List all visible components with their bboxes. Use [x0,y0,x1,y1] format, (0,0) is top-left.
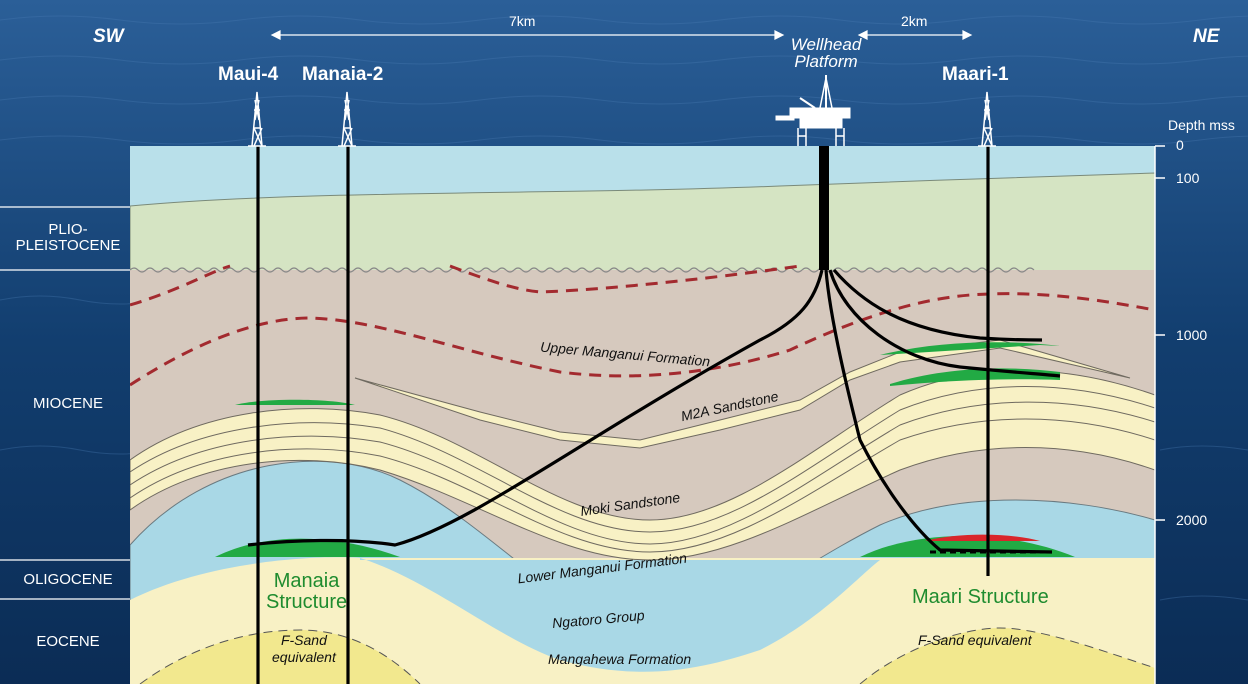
moki-sandstone-band [130,370,1155,561]
mangahewa-shape [360,558,880,672]
unconformity [130,267,1035,273]
derrick-manaia-2 [338,91,356,147]
distance-7km-label: 7km [509,13,536,29]
depth-tick-0: 0 [1176,137,1184,153]
distance-2km-label: 2km [901,13,928,29]
manaia-structure-label: Manaia Structure [266,571,347,613]
upper-green-zone [880,342,1060,355]
f-sand-left-line1: F-Sand [280,632,327,648]
f-sand-left [140,630,420,684]
wave-texture [0,15,1248,601]
m2a-cap-manaia [235,399,355,405]
platform-label-line1: Wellhead [790,35,862,54]
dashed-markers [130,264,1155,387]
f-sand-right-label: F-Sand equivalent [918,632,1032,648]
direction-ne-label: NE [1193,26,1220,47]
geologic-section [130,146,1155,684]
well-maari-1-label: Maari-1 [942,64,1009,85]
depth-tick-1000: 1000 [1176,327,1208,343]
epoch-oligocene: OLIGOCENE [23,571,113,588]
epoch-plio-line2: PLEISTOCENE [15,237,121,254]
direction-sw-label: SW [93,26,124,47]
well-manaia-2-label: Manaia-2 [302,64,384,85]
epoch-miocene: MIOCENE [32,395,103,412]
f-sand-boundaries [139,627,1155,684]
epoch-plio-line1: PLIO- [48,221,88,238]
wellhead-platform-icon [775,75,851,146]
epoch-eocene: EOCENE [36,633,100,650]
depth-axis [1154,145,1165,684]
maari-structure-label: Maari Structure [912,586,1049,608]
platform-label-line2: Platform [794,52,858,71]
f-sand-left-line2: equivalent [272,649,336,665]
distance-arrows [270,30,973,40]
section-frame [0,206,130,600]
depth-tick-2000: 2000 [1176,512,1208,528]
manaia-structure-line2: Structure [266,591,348,613]
mangahewa-label: Mangahewa Formation [548,651,692,667]
f-sand-left-label: F-Sand equivalent [272,632,336,666]
well-maui-4-label: Maui-4 [218,64,279,85]
platform-label: Wellhead Platform [776,36,876,70]
manaia-structure-line1: Manaia [273,570,340,592]
depth-tick-100: 100 [1176,170,1200,186]
depth-axis-title: Depth mss [1168,117,1235,133]
well-traces [247,146,1061,684]
m2a-sandstone [354,339,1131,449]
f-sand-right [860,628,1155,684]
derrick-maari-1 [978,91,996,147]
maari-red-zone [925,534,1040,541]
derrick-maui-4 [248,91,266,147]
epoch-plio-pleistocene: PLIO- PLEISTOCENE [8,222,128,254]
sand-laminations [130,386,1155,553]
